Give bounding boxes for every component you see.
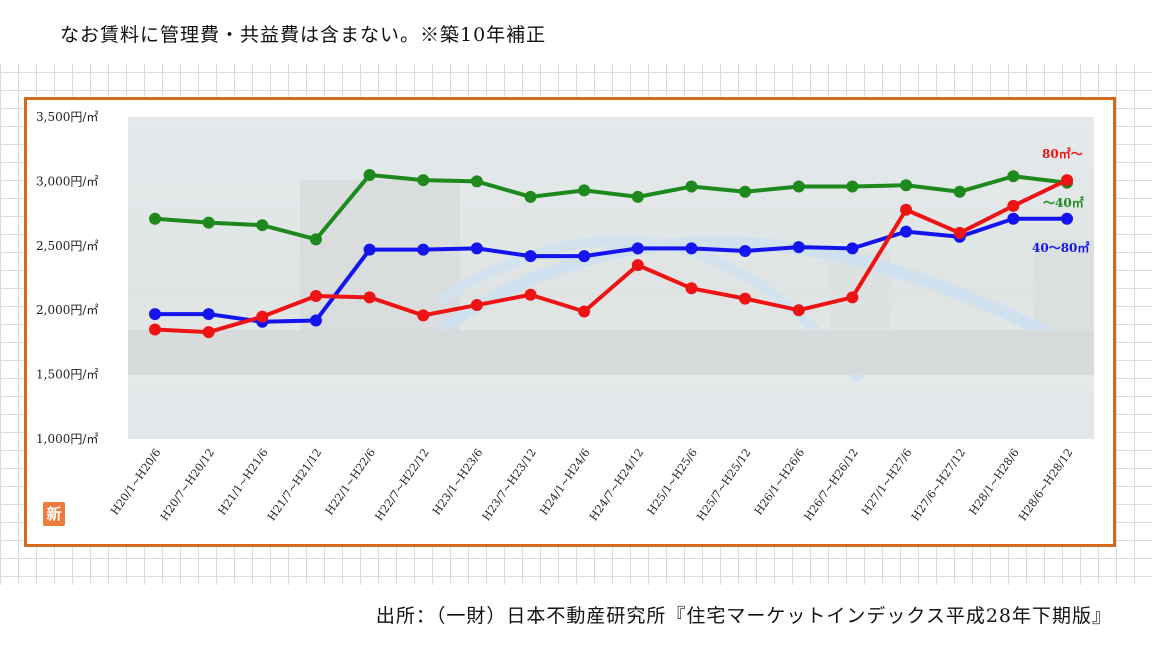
- data-point: [470, 299, 483, 312]
- data-point: [470, 175, 483, 188]
- data-point: [846, 242, 859, 255]
- source-text: 出所：（一財）日本不動産研究所『住宅マーケットインデックス平成28年下期版』: [375, 605, 1112, 627]
- x-tick-label: H24/7~H24/12: [587, 446, 646, 523]
- data-point: [739, 292, 752, 305]
- x-tick-label: H21/7~H21/12: [265, 446, 324, 523]
- data-point: [900, 203, 913, 216]
- data-point: [846, 291, 859, 304]
- series-label: 80㎡～: [1042, 146, 1083, 161]
- data-point: [900, 225, 913, 238]
- data-point: [417, 309, 430, 322]
- series-layer: [149, 168, 1073, 339]
- series-line: [155, 216, 1067, 324]
- data-point: [524, 190, 537, 203]
- data-point: [1007, 170, 1020, 183]
- data-point: [792, 180, 805, 193]
- data-point: [685, 282, 698, 295]
- x-axis: H20/1~H20/6H20/7~H20/12H21/1~H21/6H21/7~…: [108, 446, 1075, 523]
- x-tick-label: H25/7~H25/12: [694, 446, 753, 523]
- x-tick-label: H27/6~H27/12: [909, 446, 968, 523]
- data-point: [739, 244, 752, 257]
- data-point: [417, 243, 430, 256]
- y-tick-label: 1,000円/㎡: [36, 432, 98, 446]
- data-point: [792, 241, 805, 254]
- data-point: [631, 259, 644, 272]
- data-point: [149, 323, 161, 336]
- data-point: [953, 185, 966, 198]
- data-point: [202, 216, 215, 229]
- data-point: [417, 174, 430, 187]
- data-point: [685, 180, 698, 193]
- x-tick-label: H20/7~H20/12: [158, 446, 217, 523]
- data-point: [524, 288, 537, 301]
- data-point: [149, 308, 161, 321]
- data-point: [739, 185, 752, 198]
- data-point: [685, 242, 698, 255]
- series-label: ～40㎡: [1043, 195, 1084, 210]
- data-point: [1007, 212, 1020, 225]
- x-tick-label: H26/1~H26/6: [752, 446, 807, 517]
- data-point: [149, 212, 161, 225]
- x-tick-label: H22/1~H22/6: [323, 446, 378, 517]
- data-point: [524, 250, 537, 263]
- source-banner: 出所：（一財）日本不動産研究所『住宅マーケットインデックス平成28年下期版』: [0, 585, 1152, 648]
- data-point: [792, 304, 805, 317]
- data-point: [953, 226, 966, 239]
- series-line: [154, 172, 1068, 242]
- x-tick-label: H20/1~H20/6: [108, 446, 163, 517]
- y-tick-label: 1,500円/㎡: [36, 368, 98, 382]
- y-tick-label: 2,500円/㎡: [36, 239, 98, 253]
- data-point: [578, 250, 591, 263]
- x-tick-label: H23/7~H23/12: [480, 446, 539, 523]
- data-point: [631, 190, 644, 203]
- series-1: [149, 212, 1073, 328]
- data-point: [309, 314, 322, 327]
- data-point: [202, 326, 215, 339]
- y-tick-label: 3,500円/㎡: [36, 110, 98, 124]
- data-point: [631, 242, 644, 255]
- x-tick-label: H28/6~H28/12: [1016, 446, 1075, 523]
- series-line: [154, 178, 1068, 335]
- x-tick-label: H21/1~H21/6: [215, 446, 270, 517]
- plot-background: [128, 117, 1094, 439]
- data-point: [256, 219, 269, 232]
- data-point: [363, 291, 376, 304]
- new-badge: 新: [43, 502, 65, 526]
- series-0: [149, 168, 1073, 246]
- data-point: [1061, 174, 1073, 187]
- x-tick-label: H22/7~H22/12: [372, 446, 431, 523]
- note-banner: なお賃料に管理費・共益費は含まない。※築10年補正: [0, 0, 1152, 64]
- note-text: なお賃料に管理費・共益費は含まない。※築10年補正: [60, 24, 547, 46]
- series-label: 40～80㎡: [1032, 240, 1089, 255]
- x-tick-label: H26/7~H26/12: [802, 446, 861, 523]
- data-point: [363, 168, 376, 181]
- data-point: [202, 308, 215, 321]
- x-tick-label: H28/1~H28/6: [967, 446, 1022, 517]
- data-point: [256, 310, 269, 323]
- x-tick-label: H24/1~H24/6: [537, 446, 592, 517]
- y-tick-label: 2,000円/㎡: [36, 303, 98, 317]
- x-tick-label: H25/1~H25/6: [645, 446, 700, 517]
- data-point: [846, 180, 859, 193]
- x-tick-label: H23/1~H23/6: [430, 446, 485, 517]
- y-axis: 1,000円/㎡ 1,500円/㎡ 2,000円/㎡ 2,500円/㎡ 3,000円/㎡…: [36, 110, 98, 446]
- data-point: [1007, 199, 1020, 212]
- data-point: [363, 243, 376, 256]
- data-point: [309, 290, 322, 303]
- data-point: [309, 233, 322, 246]
- data-point: [1061, 212, 1073, 225]
- data-point: [578, 184, 591, 197]
- data-point: [470, 242, 483, 255]
- y-tick-label: 3,000円/㎡: [36, 174, 98, 188]
- data-point: [900, 179, 913, 192]
- x-tick-label: H27/1~H27/6: [859, 446, 914, 517]
- data-point: [578, 305, 591, 318]
- legend: ～40㎡ 40～80㎡ 80㎡～: [1032, 146, 1089, 255]
- series-2: [149, 174, 1073, 339]
